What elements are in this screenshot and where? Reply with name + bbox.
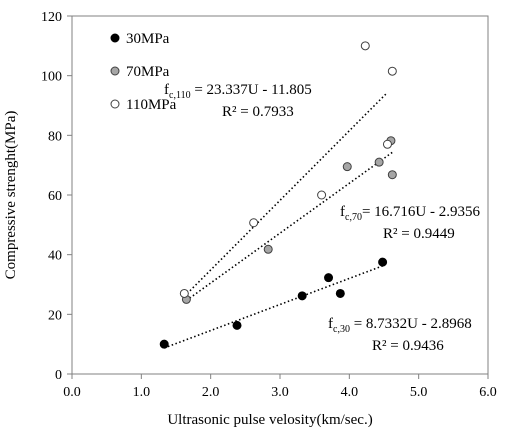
data-point-110mpa <box>317 190 327 200</box>
equation-subscript: c,70 <box>345 212 362 223</box>
equation-symbol: f <box>340 204 345 220</box>
data-markers <box>159 41 397 349</box>
data-point-70mpa <box>387 170 397 180</box>
x-tick-label: 4.0 <box>341 385 359 400</box>
data-point-110mpa <box>179 288 189 298</box>
axes: 0.0 1.0 2.0 3.0 4.0 5.0 6.0 0 20 40 60 80 100 120 Ultr… <box>3 10 497 428</box>
y-tick-label: 120 <box>41 10 62 25</box>
x-tick-label: 5.0 <box>410 385 428 400</box>
y-axis-title: Compressive strenght(MPa) <box>3 111 19 280</box>
data-point-70mpa <box>374 157 384 167</box>
equation-30mpa: fc,30 = 8.7332U - 2.8968 <box>328 316 472 335</box>
r-squared-110mpa: R² = 0.7933 <box>222 104 294 120</box>
x-tick-label: 1.0 <box>133 385 151 400</box>
equation-body: = 8.7332U - 2.8968 <box>350 316 472 332</box>
x-tick-label: 6.0 <box>479 385 497 400</box>
equation-symbol: f <box>328 316 333 332</box>
x-tick-label: 3.0 <box>271 385 289 400</box>
r-squared-70mpa: R² = 0.9449 <box>383 226 455 242</box>
equation-body: = 16.716U - 2.9356 <box>362 204 481 220</box>
x-tick-label: 0.0 <box>63 385 81 400</box>
equation-body: = 23.337U - 11.805 <box>191 82 312 98</box>
trendlines <box>163 91 393 349</box>
y-tick-label: 0 <box>55 368 62 383</box>
y-tick-label: 60 <box>48 189 62 204</box>
y-tick-label: 40 <box>48 249 62 264</box>
legend-label-30mpa: 30MPa <box>126 31 170 47</box>
data-point-30mpa <box>297 291 307 301</box>
data-point-30mpa <box>232 320 242 330</box>
x-tick-label: 2.0 <box>202 385 220 400</box>
equation-symbol: f <box>164 82 169 98</box>
legend-marker-110mpa <box>110 99 120 109</box>
data-point-110mpa <box>387 66 397 76</box>
legend-label-110mpa: 110MPa <box>126 97 177 113</box>
data-point-70mpa <box>263 244 273 254</box>
data-point-110mpa <box>382 139 392 149</box>
equation-110mpa: fc,110 = 23.337U - 11.805 <box>164 82 312 101</box>
r-squared-30mpa: R² = 0.9436 <box>372 338 444 354</box>
equation-subscript: c,30 <box>333 324 350 335</box>
equation-subscript: c,110 <box>169 90 191 101</box>
data-point-110mpa <box>249 218 259 228</box>
y-tick-label: 20 <box>48 308 62 323</box>
y-tick-label: 100 <box>41 70 62 85</box>
trendline-70mpa <box>185 151 393 302</box>
data-point-30mpa <box>335 288 345 298</box>
legend-marker-70mpa <box>110 66 120 76</box>
equation-70mpa: fc,70= 16.716U - 2.9356 <box>340 204 480 223</box>
legend-marker-30mpa <box>110 33 120 43</box>
data-point-110mpa <box>360 41 370 51</box>
data-point-30mpa <box>159 339 169 349</box>
trendline-110mpa <box>183 91 389 297</box>
y-tick-label: 80 <box>48 129 62 144</box>
data-point-70mpa <box>342 162 352 172</box>
legend-label-70mpa: 70MPa <box>126 64 170 80</box>
legend: 30MPa 70MPa 110MPa <box>110 31 177 113</box>
data-point-30mpa <box>378 257 388 267</box>
trendline-30mpa <box>163 265 383 349</box>
x-axis-title: Ultrasonic pulse velosity(km/sec.) <box>167 412 372 428</box>
data-point-30mpa <box>324 273 334 283</box>
